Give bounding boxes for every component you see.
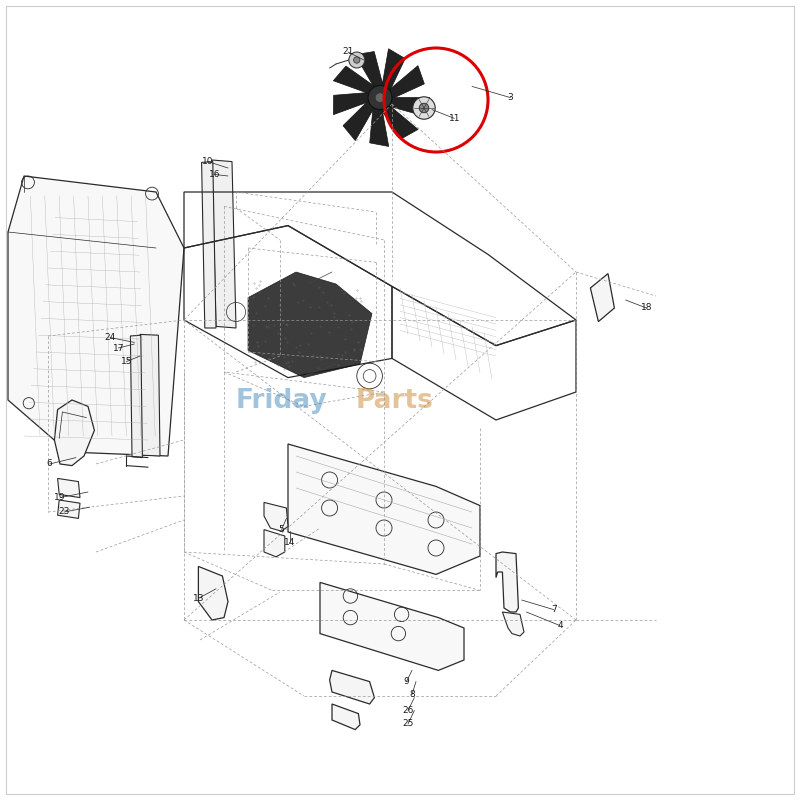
Polygon shape (54, 400, 94, 466)
Text: 9: 9 (403, 677, 410, 686)
Text: 18: 18 (641, 303, 652, 313)
Text: 7: 7 (550, 605, 557, 614)
Polygon shape (320, 582, 464, 670)
Text: 24: 24 (105, 333, 116, 342)
Circle shape (349, 52, 365, 68)
Polygon shape (58, 500, 80, 518)
Text: 11: 11 (449, 114, 460, 123)
Text: 6: 6 (46, 459, 53, 469)
Text: 5: 5 (278, 525, 285, 534)
Text: 25: 25 (402, 719, 414, 729)
Polygon shape (502, 612, 524, 636)
Polygon shape (248, 272, 372, 378)
Polygon shape (8, 176, 184, 456)
Polygon shape (370, 98, 389, 146)
Text: 23: 23 (58, 507, 70, 517)
Polygon shape (355, 51, 382, 98)
Polygon shape (330, 670, 374, 704)
Text: 17: 17 (113, 343, 124, 353)
Polygon shape (202, 162, 216, 328)
Polygon shape (343, 98, 380, 141)
Polygon shape (590, 274, 614, 322)
Polygon shape (130, 335, 142, 458)
Polygon shape (334, 93, 380, 114)
Text: 21: 21 (342, 47, 354, 57)
Polygon shape (58, 478, 80, 498)
Text: Parts: Parts (356, 388, 434, 414)
Polygon shape (332, 704, 360, 730)
Text: 16: 16 (209, 170, 220, 179)
Text: 10: 10 (202, 157, 214, 166)
Polygon shape (380, 49, 405, 98)
Polygon shape (496, 552, 518, 612)
Text: 15: 15 (121, 357, 132, 366)
Text: 19: 19 (54, 493, 66, 502)
Polygon shape (334, 66, 380, 98)
Polygon shape (380, 98, 418, 139)
Circle shape (419, 103, 429, 113)
Polygon shape (140, 334, 160, 456)
Polygon shape (288, 444, 480, 574)
Text: 3: 3 (507, 93, 514, 102)
Text: 13: 13 (193, 594, 204, 603)
Text: 26: 26 (402, 706, 414, 715)
Text: Friday: Friday (236, 388, 328, 414)
Text: 4: 4 (557, 621, 563, 630)
Circle shape (413, 97, 435, 119)
Text: 14: 14 (284, 538, 295, 547)
Polygon shape (212, 160, 236, 328)
Polygon shape (264, 530, 285, 557)
Polygon shape (264, 502, 288, 531)
Circle shape (375, 93, 385, 102)
Text: 8: 8 (409, 690, 415, 699)
Polygon shape (380, 98, 430, 115)
Polygon shape (198, 566, 228, 620)
Circle shape (368, 86, 392, 110)
Circle shape (354, 57, 360, 63)
Polygon shape (380, 66, 424, 98)
